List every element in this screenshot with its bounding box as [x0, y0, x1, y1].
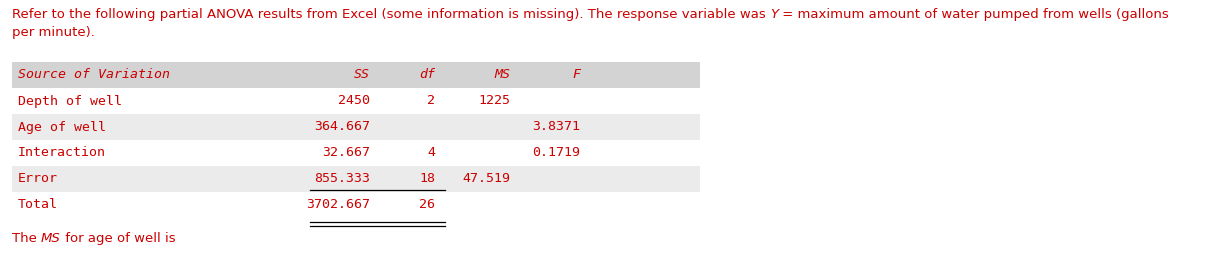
Text: Total: Total [18, 198, 58, 211]
Text: = maximum amount of water pumped from wells (gallons: = maximum amount of water pumped from we… [778, 8, 1169, 21]
Text: Interaction: Interaction [18, 146, 106, 159]
Text: Age of well: Age of well [18, 121, 106, 133]
Text: MS: MS [495, 69, 510, 81]
Text: Error: Error [18, 173, 58, 186]
Text: SS: SS [354, 69, 370, 81]
Text: Source of Variation: Source of Variation [18, 69, 171, 81]
Text: for age of well is: for age of well is [61, 232, 175, 245]
Text: 1225: 1225 [477, 94, 510, 108]
Text: 3.8371: 3.8371 [532, 121, 580, 133]
Text: 47.519: 47.519 [462, 173, 510, 186]
Text: 32.667: 32.667 [322, 146, 370, 159]
Text: 2450: 2450 [339, 94, 370, 108]
Text: 4: 4 [428, 146, 435, 159]
Text: Depth of well: Depth of well [18, 94, 122, 108]
Text: df: df [419, 69, 435, 81]
Text: MS: MS [41, 232, 61, 245]
Text: per minute).: per minute). [12, 26, 95, 39]
Text: 855.333: 855.333 [314, 173, 370, 186]
Text: 3702.667: 3702.667 [306, 198, 370, 211]
Text: Y: Y [770, 8, 778, 21]
Text: 18: 18 [419, 173, 435, 186]
Text: 0.1719: 0.1719 [532, 146, 580, 159]
Text: 26: 26 [419, 198, 435, 211]
Text: The: The [12, 232, 41, 245]
Text: Refer to the following partial ANOVA results from Excel (some information is mis: Refer to the following partial ANOVA res… [12, 8, 770, 21]
Text: 2: 2 [428, 94, 435, 108]
Text: F: F [572, 69, 580, 81]
Text: 364.667: 364.667 [314, 121, 370, 133]
